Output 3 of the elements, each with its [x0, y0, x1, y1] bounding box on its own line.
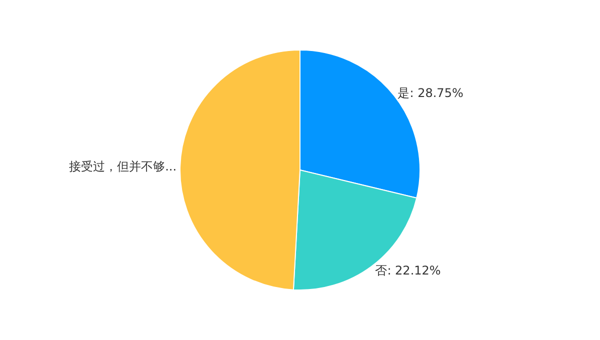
slice-label: 接受过，但并不够...	[69, 160, 177, 174]
slice-label: 否: 22.12%	[375, 264, 441, 278]
slice-label: 是: 28.75%	[398, 86, 464, 100]
